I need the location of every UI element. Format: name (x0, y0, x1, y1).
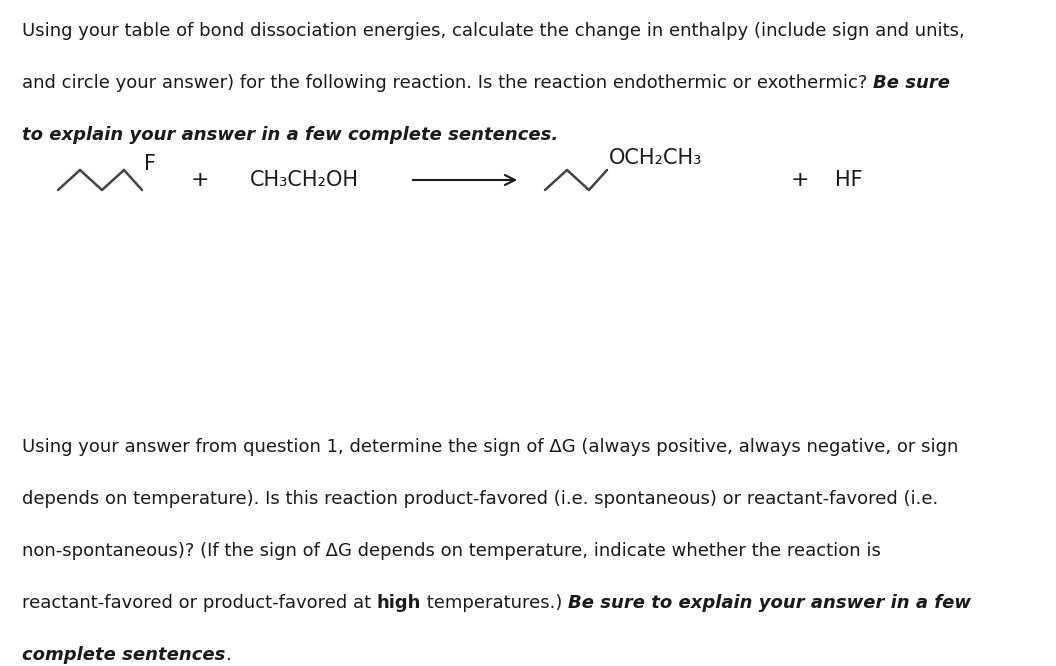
Text: Be sure: Be sure (873, 74, 950, 92)
Text: +: + (191, 170, 209, 190)
Text: Using your table of bond dissociation energies, calculate the change in enthalpy: Using your table of bond dissociation en… (22, 22, 965, 40)
Text: to explain your answer in a few complete sentences.: to explain your answer in a few complete… (22, 126, 559, 144)
Text: depends on temperature). Is this reaction product-favored (i.e. spontaneous) or : depends on temperature). Is this reactio… (22, 490, 938, 508)
Text: Using your answer from question 1, determine the sign of ΔG (always positive, al: Using your answer from question 1, deter… (22, 438, 959, 456)
Text: OCH₂CH₃: OCH₂CH₃ (609, 148, 702, 168)
Text: temperatures.): temperatures.) (421, 594, 568, 612)
Text: .: . (225, 646, 231, 664)
Text: HF: HF (835, 170, 863, 190)
Text: CH₃CH₂OH: CH₃CH₂OH (250, 170, 359, 190)
Text: complete sentences: complete sentences (22, 646, 225, 664)
Text: reactant-favored or product-favored at: reactant-favored or product-favored at (22, 594, 377, 612)
Text: and circle your answer) for the following reaction. Is the reaction endothermic : and circle your answer) for the followin… (22, 74, 873, 92)
Text: non-spontaneous)? (If the sign of ΔG depends on temperature, indicate whether th: non-spontaneous)? (If the sign of ΔG dep… (22, 542, 881, 560)
Text: Be sure to explain your answer in a few: Be sure to explain your answer in a few (568, 594, 972, 612)
Text: F: F (144, 154, 156, 174)
Text: +: + (791, 170, 809, 190)
Text: high: high (377, 594, 421, 612)
